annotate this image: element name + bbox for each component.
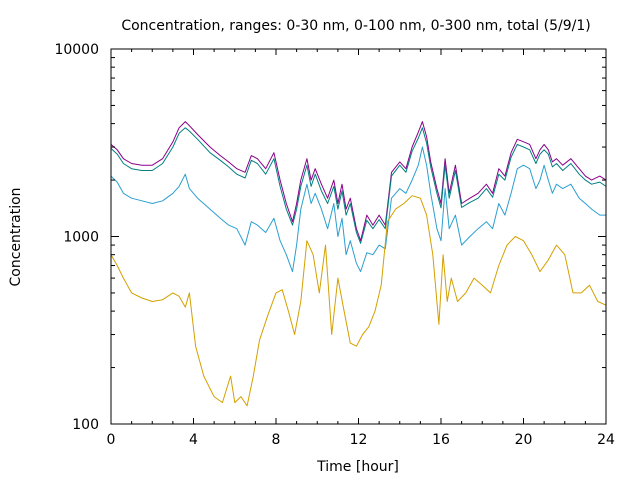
y-tick-label: 100 [72, 417, 99, 433]
y-axis-label: Concentration [8, 187, 24, 286]
x-tick-label: 12 [350, 432, 368, 448]
series-line-2 [110, 127, 607, 244]
x-tick-label: 24 [597, 432, 615, 448]
x-tick-label: 20 [515, 432, 533, 448]
x-tick-label: 8 [272, 432, 281, 448]
series-layer [110, 121, 607, 407]
y-tick-label: 1000 [63, 230, 99, 246]
x-tick-label: 4 [189, 432, 198, 448]
chart-title: Concentration, ranges: 0-30 nm, 0-100 nm… [121, 18, 590, 34]
plot-frame [110, 48, 607, 425]
series-line-1 [110, 121, 607, 242]
axis-layer: 0 4 8 12 16 20 24 100 1000 10000 [54, 42, 615, 448]
series-line-4 [110, 195, 607, 407]
x-axis-label: Time [hour] [316, 459, 399, 475]
x-tick-label: 0 [107, 432, 116, 448]
y-tick-label: 10000 [54, 42, 99, 58]
series-line-3 [110, 146, 606, 273]
x-tick-label: 16 [432, 432, 450, 448]
